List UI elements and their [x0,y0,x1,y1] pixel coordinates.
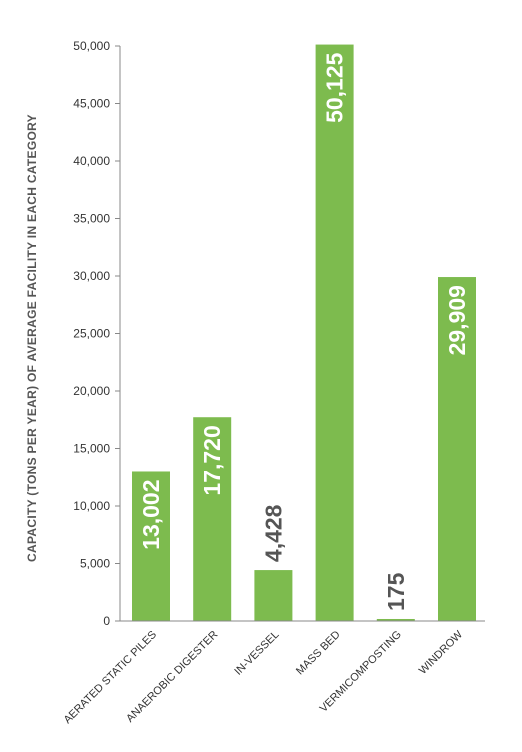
data-label: 29,909 [444,285,470,355]
bar [438,277,476,621]
y-tick-label: 10,000 [73,499,110,513]
bar [132,471,170,621]
y-tick-label: 25,000 [73,327,110,341]
y-axis-ticks: 0 5,000 10,000 15,000 20,000 25,000 30,000 35,0… [73,39,120,628]
bars: 13,002 17,720 4,428 50,125 175 29,909 [132,44,476,621]
y-tick-label: 40,000 [73,154,110,168]
data-label: 175 [383,572,409,611]
bar [193,417,232,621]
data-label: 50,125 [322,52,348,123]
y-tick-label: 50,000 [73,39,110,53]
y-tick-label: 35,000 [73,212,110,226]
axes [119,46,485,622]
category-label: IN-VESSEL [232,629,281,678]
y-tick-label: 45,000 [73,97,110,111]
bar [315,44,354,621]
category-label: MASS BED [294,629,343,678]
y-axis-title-group: CAPACITY (TONS PER YEAR) OF AVERAGE FACI… [25,114,39,562]
category-label: WINDROW [417,628,466,677]
y-tick-label: 5,000 [80,557,110,571]
y-axis-title: CAPACITY (TONS PER YEAR) OF AVERAGE FACI… [25,114,39,562]
y-tick-label: 30,000 [73,269,110,283]
y-tick-label: 20,000 [73,384,110,398]
data-label: 13,002 [138,479,164,549]
y-tick-label: 0 [103,614,110,628]
bar [376,618,415,621]
bar [254,570,293,621]
data-label: 17,720 [199,425,225,495]
data-label: 4,428 [260,504,286,562]
y-tick-label: 15,000 [73,442,110,456]
